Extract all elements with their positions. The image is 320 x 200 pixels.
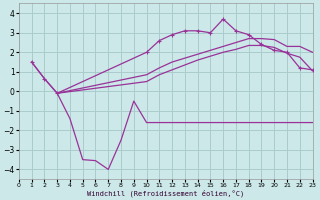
X-axis label: Windchill (Refroidissement éolien,°C): Windchill (Refroidissement éolien,°C) (87, 189, 244, 197)
